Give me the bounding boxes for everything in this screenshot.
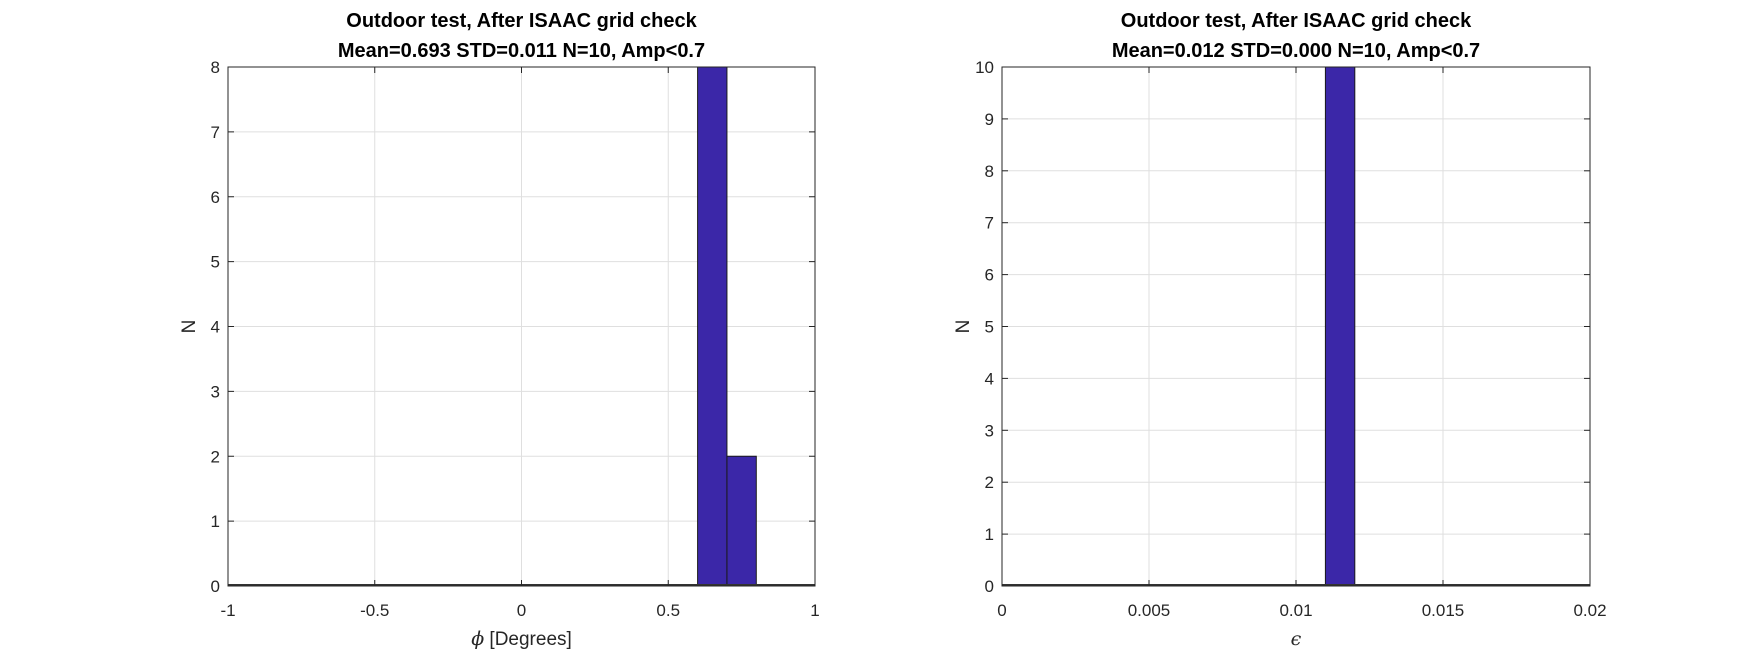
y-tick-label: 3	[985, 421, 994, 440]
y-tick-label: 4	[985, 369, 994, 388]
y-tick-label: 4	[211, 318, 220, 337]
subplot-2: 0 0.005 0.01 0.015 0.02 0 1 2 3 4 5 6 7 8 9 10 Outdoor t…	[953, 10, 1607, 650]
chart-title-line-1: Outdoor test, After ISAAC grid check	[346, 10, 697, 32]
y-axis-label: N	[179, 320, 200, 334]
x-tick-label: 0	[997, 601, 1006, 620]
x-axis-label: ϵ	[1291, 628, 1302, 650]
x-tick-label: -0.5	[360, 601, 389, 620]
x-tick-label: 0	[517, 601, 526, 620]
y-tick-label: 9	[985, 110, 994, 129]
y-tick-label: 6	[211, 188, 220, 207]
x-tick-label: 0.005	[1128, 601, 1171, 620]
y-tick-label: 1	[211, 512, 220, 531]
x-tick-label: 0.5	[656, 601, 680, 620]
x-tick-label: 0.02	[1573, 601, 1606, 620]
x-tick-label: 0.015	[1422, 601, 1465, 620]
histogram-bar	[1324, 66, 1356, 587]
y-axis-label: N	[953, 320, 974, 334]
y-tick-label: 7	[211, 123, 220, 142]
chart-title-line-2: Mean=0.693 STD=0.011 N=10, Amp<0.7	[338, 40, 705, 62]
chart-title-line-1: Outdoor test, After ISAAC grid check	[1121, 10, 1472, 32]
y-tick-label: 10	[975, 58, 994, 77]
histogram-bar	[726, 455, 757, 587]
subplot-1: -1 -0.5 0 0.5 1 0 1 2 3 4 5 6 7 8 Outdoor test, After …	[179, 10, 820, 650]
y-tick-label: 8	[985, 162, 994, 181]
x-tick-label: 0.01	[1279, 601, 1312, 620]
x-tick-label: 1	[810, 601, 819, 620]
y-tick-label: 3	[211, 382, 220, 401]
histogram-bar	[697, 66, 728, 587]
y-tick-label: 7	[985, 214, 994, 233]
chart-title-line-2: Mean=0.012 STD=0.000 N=10, Amp<0.7	[1112, 40, 1480, 62]
y-tick-label: 2	[985, 473, 994, 492]
x-axis-label: ϕ [Degrees]	[471, 628, 572, 650]
y-tick-label: 5	[211, 253, 220, 272]
y-tick-label: 5	[985, 318, 994, 337]
y-tick-label: 8	[211, 58, 220, 77]
y-tick-label: 6	[985, 266, 994, 285]
y-tick-label: 2	[211, 447, 220, 466]
y-tick-label: 0	[211, 577, 220, 596]
y-tick-label: 1	[985, 525, 994, 544]
y-tick-label: 0	[985, 577, 994, 596]
x-tick-label: -1	[220, 601, 235, 620]
